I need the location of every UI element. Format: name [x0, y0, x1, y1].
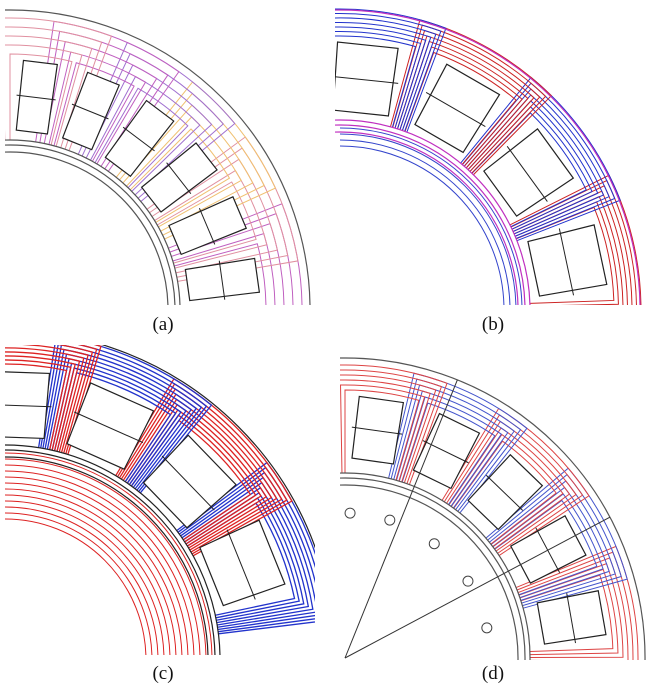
- slot: [105, 101, 173, 177]
- hole: [463, 576, 473, 586]
- rotor-flux: [5, 489, 176, 660]
- hole: [385, 515, 395, 525]
- rotor-flux: [5, 495, 170, 660]
- figure: (a) (b) (c) (d): [0, 0, 657, 689]
- rotor-flux: [5, 507, 158, 660]
- hole: [345, 508, 355, 518]
- panel-b: [295, 9, 641, 336]
- panel-c: [0, 330, 335, 689]
- hole: [429, 539, 439, 549]
- caption: (c): [152, 663, 173, 684]
- boundary: [0, 10, 310, 336]
- slot: [333, 42, 398, 116]
- rotor-flux: [5, 477, 188, 660]
- caption: (a): [152, 314, 173, 335]
- rotor-flux: [340, 140, 510, 310]
- caption: (d): [482, 663, 504, 684]
- hole: [482, 623, 492, 633]
- boundary: [323, 120, 530, 327]
- boundary: [0, 140, 180, 325]
- slot: [63, 72, 120, 149]
- slot: [413, 414, 479, 489]
- rotor-flux: [5, 519, 146, 660]
- slot: [352, 396, 403, 464]
- caption: (b): [482, 314, 504, 335]
- rotor-flux: [340, 128, 522, 310]
- panel-a: [0, 10, 310, 337]
- rotor-flux: [340, 146, 504, 310]
- rotor-flux: [5, 501, 164, 660]
- rotor-flux: [340, 134, 516, 310]
- panel-d: [319, 358, 645, 684]
- slot: [142, 143, 217, 212]
- slot: [528, 225, 607, 296]
